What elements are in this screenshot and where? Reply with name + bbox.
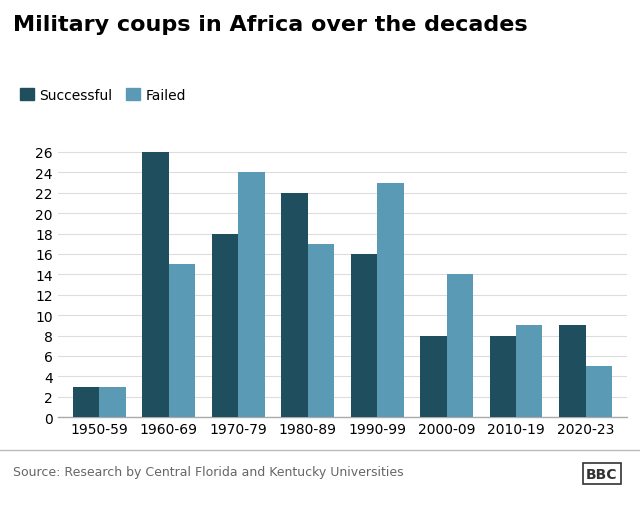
Bar	[238, 173, 264, 417]
Bar	[351, 254, 377, 417]
Bar	[586, 366, 612, 417]
Bar	[281, 193, 308, 417]
Bar	[377, 183, 404, 417]
Bar	[212, 234, 238, 417]
Bar	[516, 326, 543, 417]
Bar	[420, 336, 447, 417]
Bar	[169, 265, 195, 417]
Bar	[559, 326, 586, 417]
Text: Source: Research by Central Florida and Kentucky Universities: Source: Research by Central Florida and …	[13, 466, 403, 478]
Bar	[447, 275, 473, 417]
Bar	[99, 387, 125, 417]
Bar	[142, 153, 169, 417]
Bar	[73, 387, 99, 417]
Text: BBC: BBC	[586, 467, 618, 481]
Legend: Successful, Failed: Successful, Failed	[20, 89, 186, 102]
Bar	[308, 244, 334, 417]
Text: Military coups in Africa over the decades: Military coups in Africa over the decade…	[13, 15, 527, 35]
Bar	[490, 336, 516, 417]
